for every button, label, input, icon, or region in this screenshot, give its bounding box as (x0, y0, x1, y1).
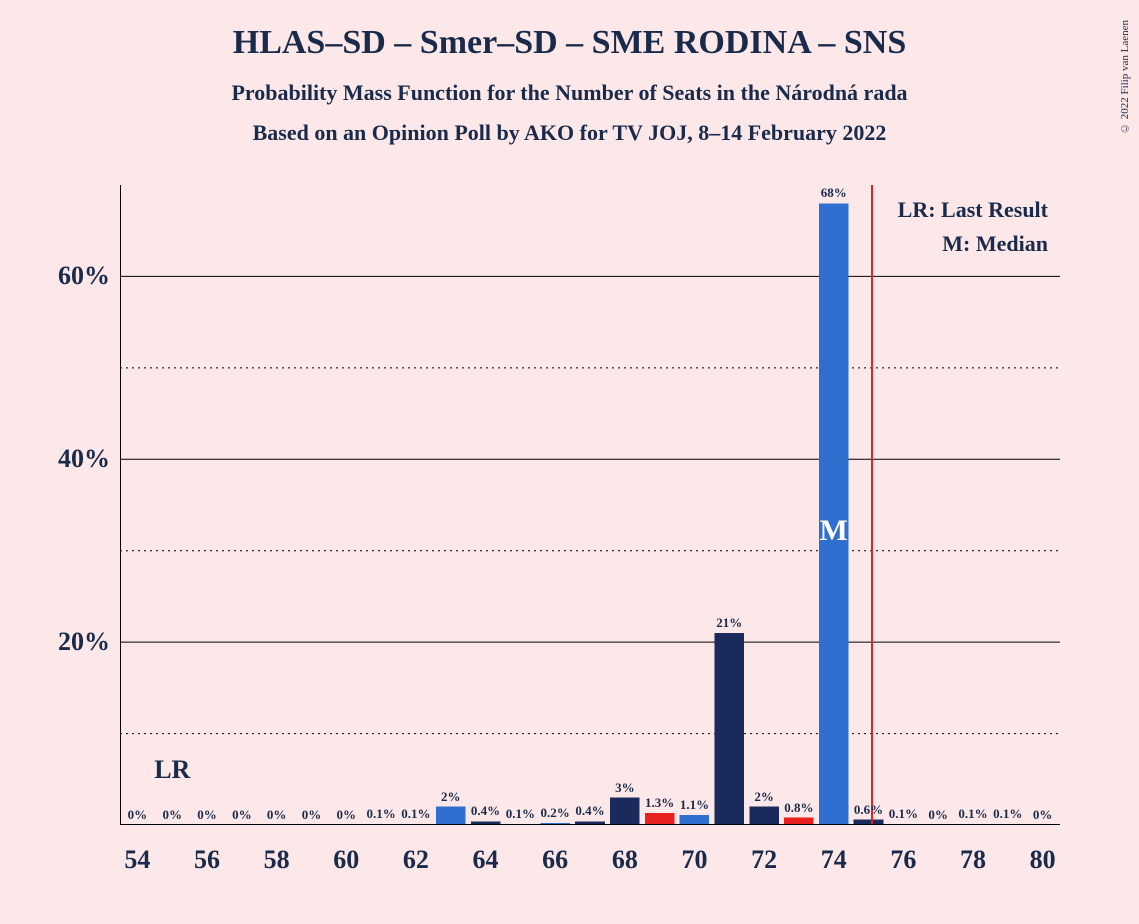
x-axis-tick-label: 54 (124, 845, 150, 875)
bar-value-label: 1.3% (645, 795, 674, 811)
x-axis-tick-label: 64 (473, 845, 499, 875)
x-axis-tick-label: 74 (821, 845, 847, 875)
bar-value-label: 1.1% (680, 797, 709, 813)
median-annotation: M (820, 514, 848, 548)
bar-value-label: 0.1% (993, 806, 1022, 822)
y-axis-tick-label: 20% (40, 627, 110, 657)
bar-value-label: 0% (162, 807, 182, 823)
bar-value-label: 0% (928, 807, 948, 823)
bar-value-label: 0.6% (854, 802, 883, 818)
bar-value-label: 0.1% (958, 806, 987, 822)
chart-subtitle-1: Probability Mass Function for the Number… (0, 80, 1139, 106)
bar-value-label: 0.4% (575, 803, 604, 819)
bar-value-label: 0.4% (471, 803, 500, 819)
lr-annotation: LR (154, 755, 190, 785)
bar-value-label: 2% (441, 789, 461, 805)
x-axis-tick-label: 58 (264, 845, 290, 875)
bar-value-label: 0% (267, 807, 287, 823)
chart-area (120, 185, 1060, 825)
legend-median: M: Median (942, 231, 1048, 257)
bar-value-label: 2% (754, 789, 774, 805)
bar-value-label: 0.8% (784, 800, 813, 816)
bar-value-label: 0% (197, 807, 217, 823)
y-axis-tick-label: 40% (40, 444, 110, 474)
chart-title: HLAS–SD – Smer–SD – SME RODINA – SNS (0, 0, 1139, 62)
x-axis-tick-label: 70 (681, 845, 707, 875)
x-axis-tick-label: 76 (890, 845, 916, 875)
x-axis-tick-label: 72 (751, 845, 777, 875)
bar-value-label: 68% (821, 185, 847, 201)
bar-value-label: 21% (716, 615, 742, 631)
bar-value-label: 0.1% (366, 806, 395, 822)
bar-value-label: 0.1% (506, 806, 535, 822)
bar-value-label: 0.2% (541, 805, 570, 821)
x-axis-tick-label: 62 (403, 845, 429, 875)
x-axis-tick-label: 56 (194, 845, 220, 875)
bar-value-label: 0% (337, 807, 357, 823)
legend-lr: LR: Last Result (898, 197, 1048, 223)
copyright-text: © 2022 Filip van Laenen (1119, 20, 1131, 134)
x-axis-tick-label: 66 (542, 845, 568, 875)
x-axis-tick-label: 60 (333, 845, 359, 875)
x-axis-tick-label: 68 (612, 845, 638, 875)
bar-value-label: 0% (1033, 807, 1053, 823)
bar-value-label: 3% (615, 780, 635, 796)
bar-value-label: 0% (232, 807, 252, 823)
bar-value-label: 0.1% (889, 806, 918, 822)
bar-value-label: 0.1% (401, 806, 430, 822)
bar-value-label: 0% (302, 807, 322, 823)
bar-value-label: 0% (128, 807, 148, 823)
x-axis-tick-label: 78 (960, 845, 986, 875)
x-axis-tick-label: 80 (1030, 845, 1056, 875)
plot-svg (120, 185, 1060, 825)
y-axis-tick-label: 60% (40, 261, 110, 291)
chart-subtitle-2: Based on an Opinion Poll by AKO for TV J… (0, 120, 1139, 146)
